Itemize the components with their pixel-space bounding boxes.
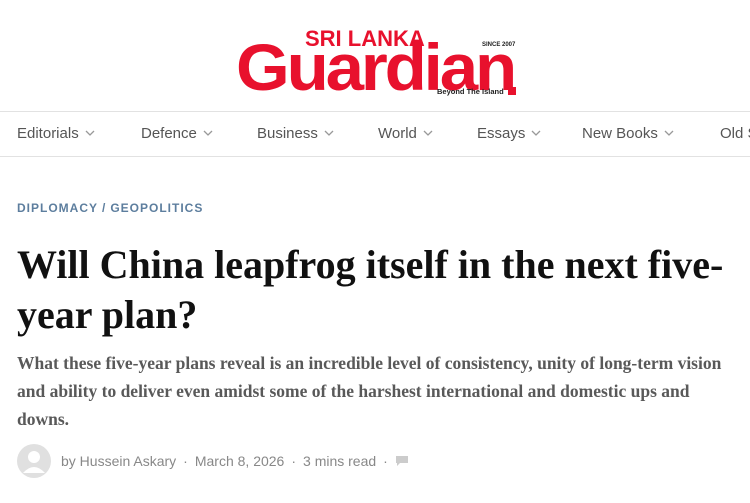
nav-item[interactable]: Old S (720, 112, 750, 156)
read-time: 3 mins read (303, 453, 377, 469)
chevron (324, 130, 334, 136)
separator: · (291, 453, 297, 469)
logo[interactable]: SRI LANKA Guardian SINCE 2007 Beyond The… (0, 0, 750, 110)
logo-main: Guardian (236, 30, 514, 104)
separator: · (383, 453, 388, 469)
nav-label: Editorials (17, 125, 79, 142)
chevron (203, 130, 213, 136)
separator: / (102, 201, 107, 215)
separator: · (183, 453, 188, 469)
nav-label: Defence (141, 125, 197, 142)
nav-item[interactable]: Essays (477, 112, 541, 156)
nav-item[interactable]: Business (257, 112, 334, 156)
logo-top: SRI LANKA (305, 26, 425, 51)
article-meta: by Hussein Askary · March 8, 2026 · 3 mi… (17, 444, 409, 478)
nav-item[interactable]: Editorials (17, 112, 95, 156)
chevron (85, 130, 95, 136)
logo-since: SINCE 2007 (482, 42, 516, 48)
author[interactable]: by Hussein Askary (61, 453, 177, 469)
chevron (423, 130, 433, 136)
article-subtitle: What these five-year plans reveal is an … (17, 353, 722, 429)
nav-item[interactable]: Defence (141, 112, 213, 156)
chevron (664, 130, 674, 136)
chevron (531, 130, 541, 136)
category-link[interactable]: DIPLOMACY (17, 201, 98, 215)
nav-label: Essays (477, 125, 526, 142)
nav-item[interactable]: World (378, 112, 433, 156)
nav-label: New Books (582, 125, 658, 142)
date: March 8, 2026 (194, 453, 285, 469)
article-title: Will China leapfrog itself in the next f… (17, 242, 724, 337)
logo-tagline: Beyond The Island (437, 87, 504, 96)
avatar[interactable] (17, 444, 51, 478)
logo-square (508, 87, 516, 95)
nav-item[interactable]: New Books (582, 112, 674, 156)
nav-bar: Editorials Defence Business World Essays… (0, 111, 750, 157)
comment-icon[interactable] (395, 455, 409, 467)
nav-label: Business (257, 125, 318, 142)
category-link[interactable]: GEOPOLITICS (110, 201, 204, 215)
categories: DIPLOMACY / GEOPOLITICS (17, 201, 203, 215)
nav-label: World (378, 125, 417, 142)
nav-label: Old S (720, 125, 750, 142)
